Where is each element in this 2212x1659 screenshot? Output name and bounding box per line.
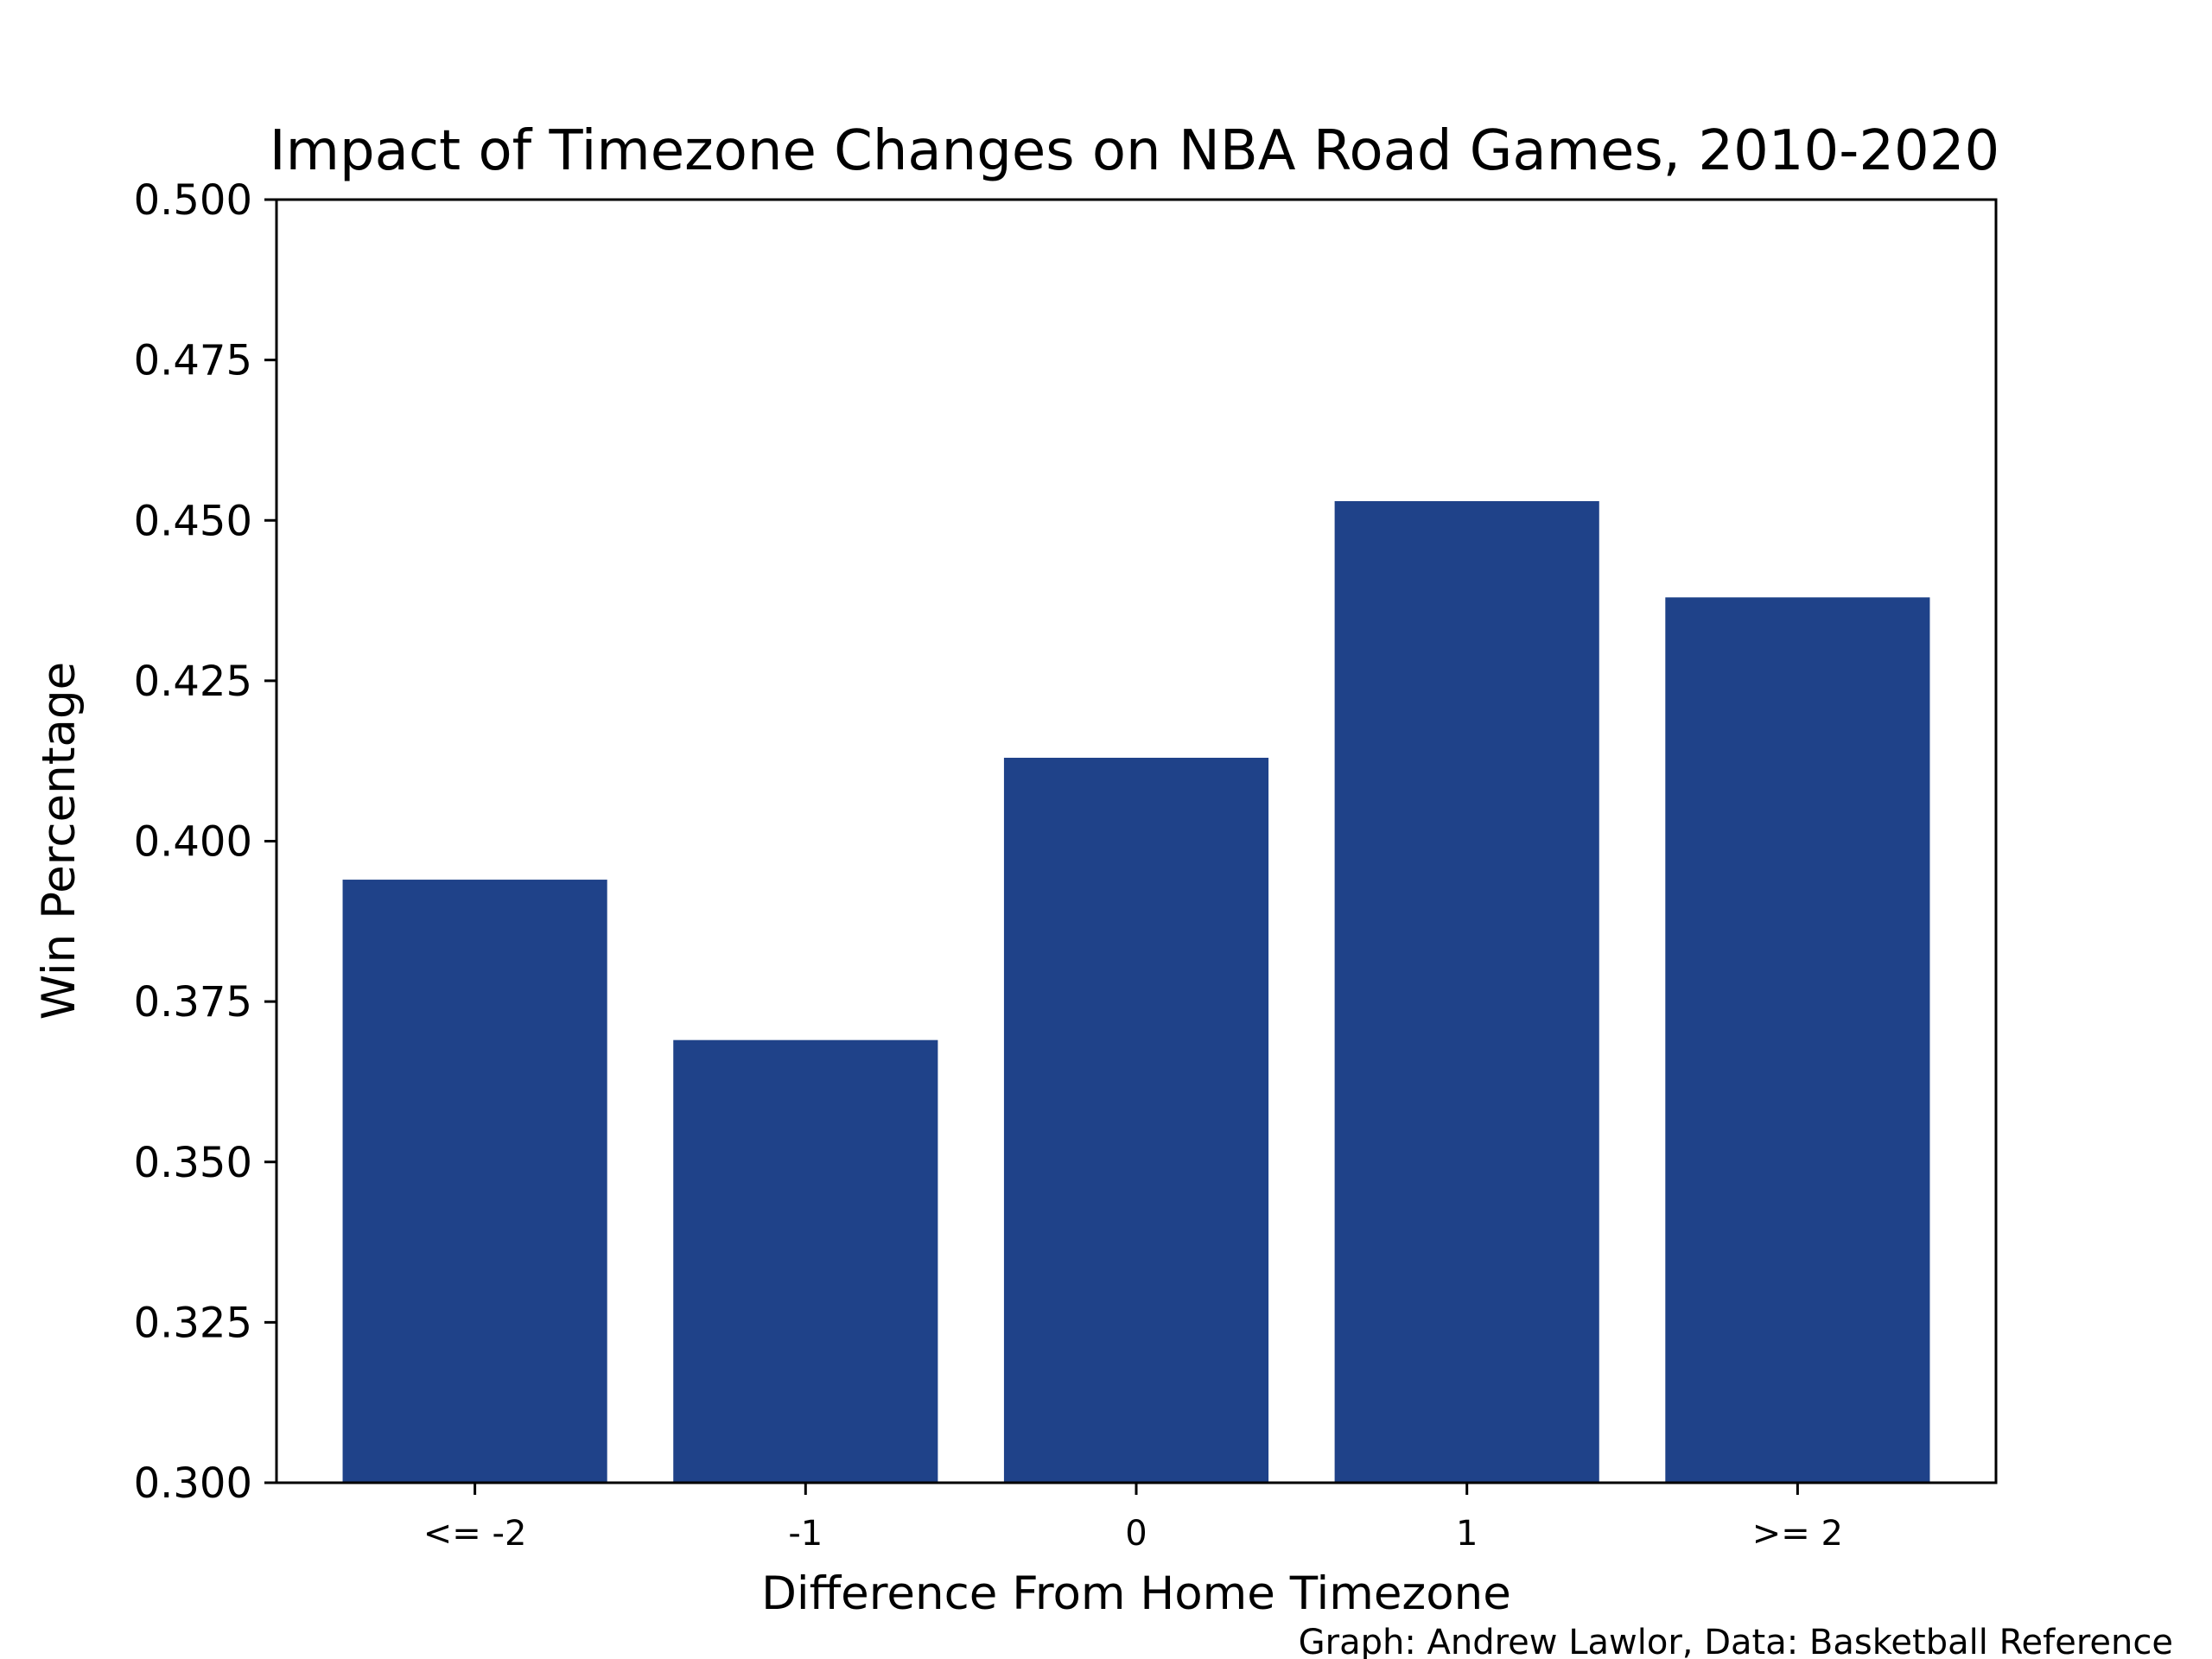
- bar-1: [673, 1039, 938, 1483]
- y-tick-label: 0.400: [134, 818, 252, 867]
- x-tick-label: -1: [788, 1514, 823, 1554]
- chart-title: Impact of Timezone Changes on NBA Road G…: [270, 119, 1999, 183]
- y-axis-label: Win Percentage: [33, 662, 86, 1020]
- bar-4: [1665, 597, 1930, 1483]
- x-tick-label: 0: [1125, 1514, 1147, 1554]
- y-tick-label: 0.425: [134, 658, 252, 706]
- x-axis-label: Difference From Home Timezone: [761, 1567, 1511, 1620]
- y-tick-label: 0.475: [134, 337, 252, 385]
- bar-2: [1003, 757, 1269, 1483]
- y-tick-label: 0.300: [134, 1459, 252, 1508]
- y-axis: 0.300 0.325 0.350 0.375 0.400 0.425 0.450 0.475…: [134, 176, 276, 1508]
- bars-group: [342, 500, 1930, 1483]
- plot-frame: [275, 198, 1998, 1484]
- y-tick-label: 0.375: [134, 978, 252, 1027]
- y-tick-label: 0.450: [134, 497, 252, 545]
- x-tick-label: <= -2: [423, 1514, 527, 1554]
- y-tick-label: 0.350: [134, 1139, 252, 1187]
- x-tick-label: 1: [1456, 1514, 1478, 1554]
- source-credit: Graph: Andrew Lawlor, Data: Basketball R…: [1299, 1623, 2173, 1659]
- bar-0: [342, 880, 607, 1483]
- y-tick-label: 0.325: [134, 1299, 252, 1347]
- x-tick-label: >= 2: [1752, 1514, 1843, 1554]
- x-axis: <= -2 -1 0 1 >= 2: [423, 1483, 1843, 1554]
- y-tick-label: 0.500: [134, 176, 252, 225]
- bar-3: [1334, 500, 1599, 1483]
